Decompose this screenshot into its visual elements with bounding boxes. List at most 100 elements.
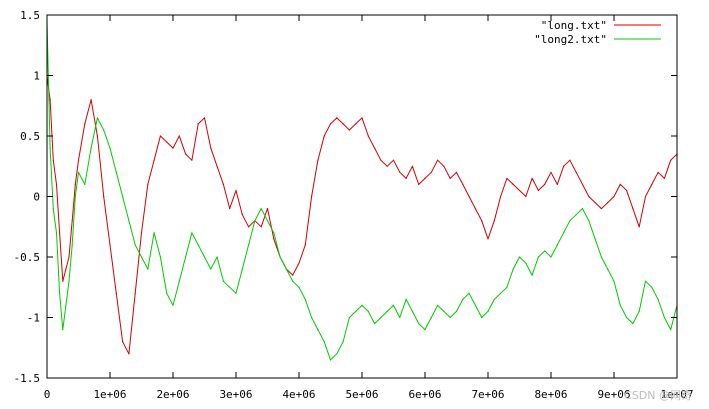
- data-point: [518, 256, 521, 258]
- data-point: [651, 183, 653, 185]
- data-point: [210, 147, 212, 149]
- data-point: [292, 280, 294, 282]
- data-point: [380, 316, 382, 319]
- data-point: [506, 286, 508, 288]
- data-point: [474, 304, 476, 306]
- data-point: [638, 226, 640, 228]
- axis-layer: 1.510.50-0.5-1-1.50 1e+06 2e+06 3e+06 4e+06 5…: [14, 9, 694, 401]
- data-point: [626, 316, 628, 319]
- data-point: [512, 183, 514, 185]
- data-point: [229, 286, 231, 288]
- data-point: [74, 183, 76, 185]
- data-point: [96, 135, 98, 137]
- data-point: [437, 304, 439, 306]
- data-point: [260, 208, 262, 210]
- watermark-text: CSDN @网奇: [624, 389, 692, 402]
- data-point: [122, 341, 124, 343]
- y-tick-label: -1: [27, 312, 40, 325]
- data-point: [575, 214, 577, 216]
- data-point: [449, 177, 451, 179]
- data-point: [563, 165, 565, 167]
- data-point: [90, 147, 92, 149]
- data-point: [670, 329, 672, 331]
- data-point: [115, 292, 117, 294]
- data-point: [115, 171, 117, 173]
- data-point: [342, 123, 344, 125]
- data-point: [279, 256, 281, 258]
- data-point: [424, 177, 426, 179]
- data-point: [336, 353, 338, 355]
- data-point: [468, 195, 470, 198]
- data-point: [487, 238, 489, 240]
- data-point: [556, 244, 558, 246]
- data-point: [657, 171, 659, 173]
- data-point: [594, 238, 596, 240]
- data-point: [443, 165, 445, 167]
- data-point: [49, 147, 51, 149]
- data-point: [62, 280, 64, 282]
- data-point: [638, 310, 640, 313]
- data-point: [52, 159, 54, 161]
- data-point: [550, 171, 552, 173]
- x-tick-label: 8e+06: [534, 388, 567, 401]
- data-point: [84, 123, 86, 125]
- data-point: [172, 304, 174, 306]
- data-point: [222, 280, 224, 282]
- data-point: [588, 220, 590, 222]
- data-point: [506, 177, 508, 179]
- data-point: [443, 310, 445, 313]
- series-layer: [46, 20, 678, 361]
- data-point: [248, 244, 250, 246]
- data-point: [147, 183, 149, 185]
- data-point: [178, 135, 180, 137]
- data-point: [392, 304, 395, 306]
- data-point: [355, 310, 357, 313]
- data-point: [619, 304, 621, 306]
- data-point: [203, 117, 206, 119]
- x-tick-label: 1e+06: [93, 388, 126, 401]
- data-point: [663, 316, 666, 319]
- data-point: [311, 316, 313, 319]
- data-point: [84, 183, 86, 185]
- data-point: [411, 165, 413, 167]
- data-point: [399, 171, 401, 173]
- data-point: [455, 310, 458, 313]
- data-point: [52, 208, 54, 210]
- data-point: [329, 123, 332, 125]
- data-point: [77, 159, 80, 161]
- data-point: [481, 220, 483, 222]
- data-point: [569, 159, 571, 161]
- x-tick-label: 5e+06: [345, 388, 378, 401]
- data-point: [166, 141, 168, 143]
- data-point: [140, 256, 143, 258]
- data-point: [153, 232, 155, 234]
- data-point: [544, 183, 546, 185]
- data-point: [644, 280, 647, 282]
- y-tick-label: -1.5: [14, 372, 41, 385]
- data-point: [380, 159, 382, 161]
- data-point: [71, 220, 73, 222]
- data-point: [411, 310, 413, 313]
- data-point: [550, 256, 552, 258]
- data-point: [500, 195, 502, 198]
- data-point: [651, 286, 653, 288]
- plot-frame: [46, 14, 678, 379]
- data-point: [109, 147, 111, 149]
- data-point: [518, 189, 521, 192]
- data-point: [65, 304, 67, 306]
- y-tick-label: -0.5: [14, 251, 41, 264]
- data-point: [632, 208, 634, 210]
- data-point: [544, 250, 546, 252]
- x-tick-label: 9e+06: [597, 388, 630, 401]
- data-point: [386, 165, 388, 167]
- data-point: [437, 159, 439, 161]
- data-point: [474, 208, 476, 210]
- data-point: [336, 117, 338, 119]
- y-tick-label: 0: [33, 191, 40, 204]
- data-point: [405, 177, 407, 179]
- data-point: [191, 159, 193, 161]
- data-point: [563, 232, 565, 234]
- legend-label-2: "long2.txt": [534, 33, 607, 46]
- legend: "long.txt""long2.txt": [534, 19, 661, 46]
- data-point: [304, 244, 306, 246]
